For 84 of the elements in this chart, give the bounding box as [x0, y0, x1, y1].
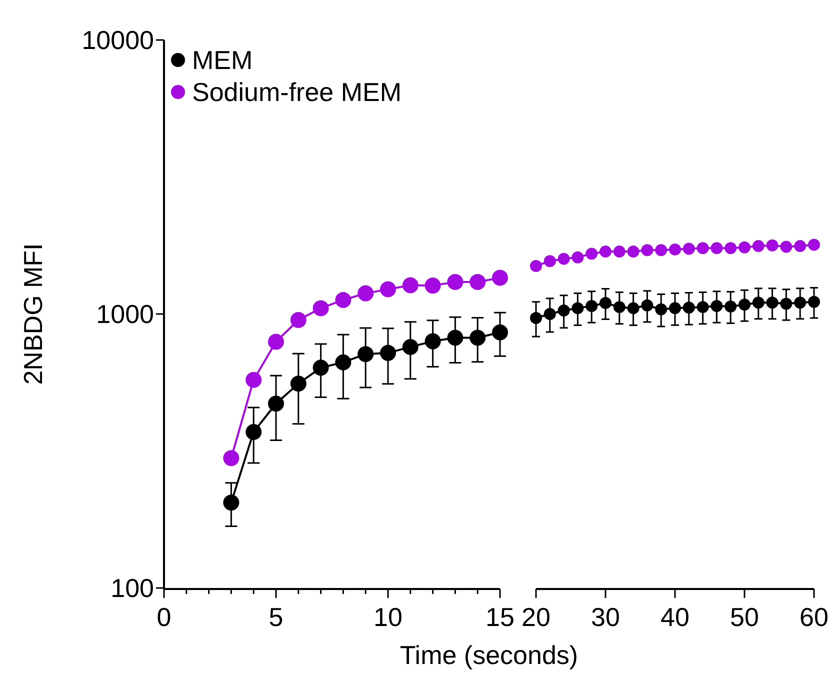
point	[544, 255, 556, 268]
point	[470, 274, 486, 290]
point	[572, 302, 584, 314]
point	[558, 252, 570, 265]
point	[780, 298, 792, 310]
point	[290, 376, 306, 392]
point	[572, 251, 584, 264]
x-tick-label: 15	[486, 602, 514, 632]
point	[380, 281, 396, 298]
point	[613, 301, 626, 314]
point	[808, 296, 820, 308]
point	[655, 244, 668, 256]
point	[696, 242, 709, 254]
point	[312, 300, 329, 316]
x-tick-label: 50	[730, 602, 759, 632]
point	[530, 260, 542, 272]
point	[335, 354, 352, 370]
point	[380, 344, 396, 361]
x-tick-label: 60	[800, 602, 828, 632]
point	[696, 301, 709, 314]
point	[682, 302, 695, 314]
point	[358, 285, 374, 302]
point	[738, 241, 750, 254]
point	[641, 244, 654, 256]
point	[766, 239, 778, 252]
x-tick-label: 10	[374, 602, 402, 632]
x-tick-label: 30	[591, 602, 620, 632]
point	[558, 304, 570, 316]
point	[794, 296, 806, 309]
x-tick-label: 40	[660, 602, 690, 632]
point	[447, 330, 464, 346]
y-tick-label: 10000	[82, 25, 154, 55]
point	[600, 296, 612, 309]
point	[724, 300, 737, 313]
point	[312, 360, 329, 376]
point	[808, 238, 820, 251]
point	[613, 246, 626, 258]
x-tick-label: 0	[156, 602, 172, 632]
y-axis-title: 2NBDG MFI	[18, 243, 48, 385]
point	[424, 333, 441, 350]
point	[738, 298, 750, 311]
point	[358, 346, 374, 362]
point	[246, 372, 262, 388]
legend-label: MEM	[192, 45, 253, 75]
point	[530, 312, 542, 324]
point	[752, 240, 764, 252]
x-axis-title: Time (seconds)	[400, 640, 578, 670]
point	[268, 334, 284, 350]
point	[627, 302, 640, 314]
point	[669, 302, 681, 314]
y-tick-label: 1000	[96, 299, 154, 329]
point	[669, 243, 681, 256]
point	[655, 303, 668, 316]
point	[710, 300, 723, 312]
legend-label: Sodium-free MEM	[192, 77, 402, 107]
point	[402, 277, 418, 294]
point	[710, 242, 723, 254]
point	[492, 324, 508, 340]
point	[682, 242, 695, 255]
point	[223, 494, 240, 511]
y-tick-label: 100	[110, 573, 154, 603]
point	[766, 296, 778, 309]
point	[402, 338, 418, 355]
point	[447, 274, 464, 290]
point	[600, 246, 612, 258]
point	[586, 248, 598, 260]
point	[794, 240, 806, 252]
point	[424, 278, 441, 294]
point	[586, 300, 598, 312]
point	[246, 424, 262, 440]
point	[335, 292, 352, 308]
point	[290, 312, 306, 328]
point	[724, 242, 737, 254]
point	[223, 450, 240, 466]
point	[492, 270, 508, 286]
point	[752, 296, 764, 309]
point	[470, 330, 486, 346]
point	[780, 240, 792, 253]
point	[268, 396, 284, 412]
point	[544, 308, 556, 320]
point	[627, 246, 640, 258]
point	[641, 299, 654, 312]
x-tick-label: 20	[522, 602, 550, 632]
x-tick-label: 5	[268, 602, 284, 632]
